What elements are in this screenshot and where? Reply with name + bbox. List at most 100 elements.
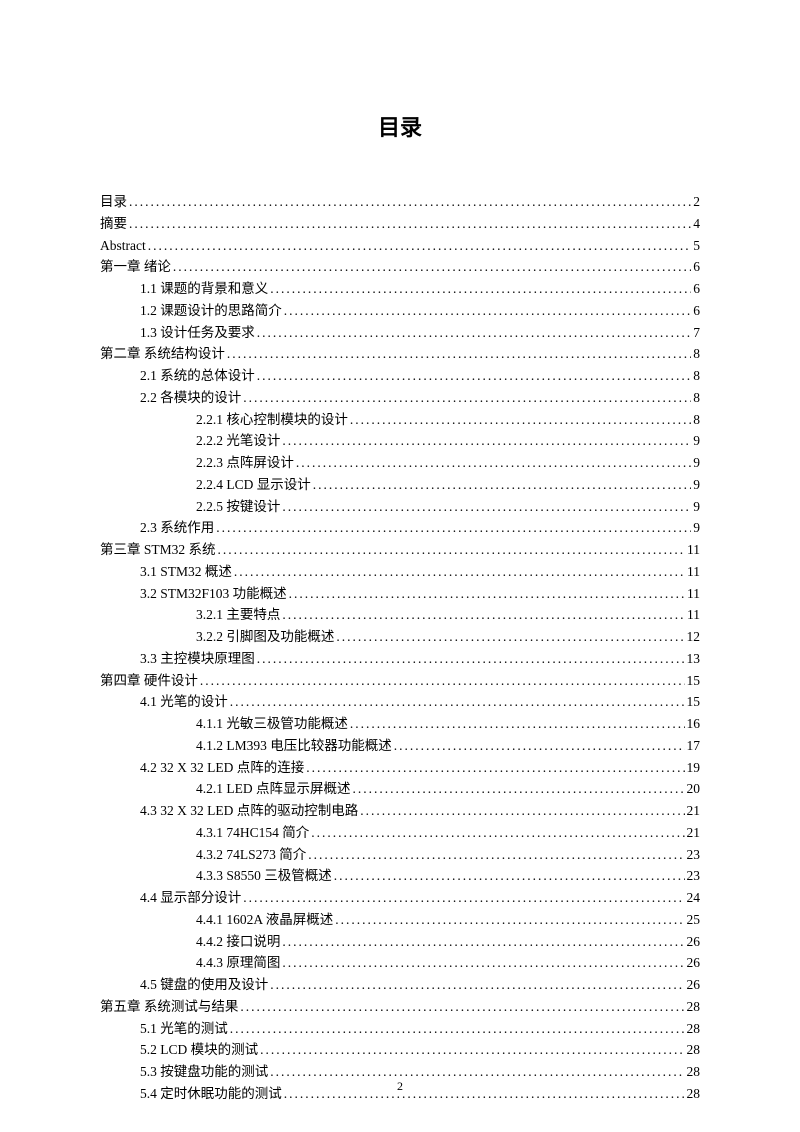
toc-leader-dots xyxy=(260,1040,684,1060)
toc-entry: 目录2 xyxy=(100,192,700,212)
toc-entry-text: 4.2.1 LED 点阵显示屏概述 xyxy=(196,779,351,799)
toc-entry-page: 6 xyxy=(693,279,700,299)
toc-entry: 5.2 LCD 模块的测试28 xyxy=(100,1040,700,1060)
toc-entry-text: 4.4.3 原理简图 xyxy=(196,953,280,973)
toc-entry-text: 第三章 STM32 系统 xyxy=(100,540,216,560)
toc-entry: 2.2.3 点阵屏设计 9 xyxy=(100,453,700,473)
toc-leader-dots xyxy=(336,627,684,647)
toc-entry-page: 19 xyxy=(687,758,701,778)
toc-entry-text: 3.2.1 主要特点 xyxy=(196,605,280,625)
toc-entry-page: 6 xyxy=(693,301,700,321)
toc-title: 目录 xyxy=(100,110,700,142)
toc-entry: Abstract5 xyxy=(100,236,700,256)
toc-entry-page: 8 xyxy=(693,388,700,408)
toc-entry-page: 9 xyxy=(693,518,700,538)
toc-entry-page: 11 xyxy=(687,605,700,625)
toc-entry-page: 15 xyxy=(687,692,701,712)
toc-entry: 4.3.3 S8550 三极管概述23 xyxy=(100,866,700,886)
toc-entry-text: 2.3 系统作用 xyxy=(140,518,214,538)
toc-entry-text: 4.1.2 LM393 电压比较器功能概述 xyxy=(196,736,392,756)
toc-entry: 4.4.2 接口说明26 xyxy=(100,932,700,952)
toc-entry-page: 8 xyxy=(693,344,700,364)
toc-entry-page: 8 xyxy=(693,410,700,430)
toc-entry: 3.2.2 引脚图及功能概述 12 xyxy=(100,627,700,647)
toc-entry: 1.3 设计任务及要求 7 xyxy=(100,323,700,343)
toc-leader-dots xyxy=(216,518,691,538)
toc-leader-dots xyxy=(308,845,684,865)
toc-leader-dots xyxy=(148,236,692,256)
page-number: 2 xyxy=(0,1079,800,1094)
toc-entry: 第二章 系统结构设计 8 xyxy=(100,344,700,364)
toc-entry-page: 6 xyxy=(693,257,700,277)
toc-leader-dots xyxy=(200,671,685,691)
toc-entry: 5.1 光笔的测试28 xyxy=(100,1019,700,1039)
toc-entry-text: 2.2.4 LCD 显示设计 xyxy=(196,475,311,495)
toc-entry: 2.1 系统的总体设计8 xyxy=(100,366,700,386)
toc-entry-text: 3.2.2 引脚图及功能概述 xyxy=(196,627,334,647)
toc-leader-dots xyxy=(243,888,684,908)
toc-leader-dots xyxy=(257,649,685,669)
toc-entry-text: 第二章 系统结构设计 xyxy=(100,344,225,364)
toc-entry: 2.2.5 按键设计9 xyxy=(100,497,700,517)
toc-entry-page: 9 xyxy=(693,431,700,451)
toc-entry-text: 1.1 课题的背景和意义 xyxy=(140,279,268,299)
toc-entry: 4.4 显示部分设计 24 xyxy=(100,888,700,908)
toc-entry: 3.1 STM32 概述11 xyxy=(100,562,700,582)
toc-leader-dots xyxy=(240,997,684,1017)
toc-entry-text: 3.2 STM32F103 功能概述 xyxy=(140,584,287,604)
toc-entry-text: 2.2.1 核心控制模块的设计 xyxy=(196,410,348,430)
toc-entry: 4.4.3 原理简图 26 xyxy=(100,953,700,973)
toc-entry-text: 3.1 STM32 概述 xyxy=(140,562,232,582)
toc-entry-page: 26 xyxy=(687,932,701,952)
toc-leader-dots xyxy=(234,562,685,582)
toc-leader-dots xyxy=(173,257,691,277)
toc-entry-page: 26 xyxy=(687,975,701,995)
toc-entry: 2.3 系统作用 9 xyxy=(100,518,700,538)
toc-entry-page: 15 xyxy=(687,671,701,691)
toc-entry-text: 4.4 显示部分设计 xyxy=(140,888,241,908)
toc-entry-text: 摘要 xyxy=(100,214,127,234)
toc-entry-text: 第四章 硬件设计 xyxy=(100,671,198,691)
toc-entry-page: 7 xyxy=(693,323,700,343)
toc-entry-page: 21 xyxy=(687,823,701,843)
toc-entry-page: 25 xyxy=(687,910,701,930)
toc-entry-text: 4.3.2 74LS273 简介 xyxy=(196,845,306,865)
toc-entry: 1.1 课题的背景和意义 6 xyxy=(100,279,700,299)
toc-entry: 4.1.2 LM393 电压比较器功能概述17 xyxy=(100,736,700,756)
toc-entry-text: 4.3 32 X 32 LED 点阵的驱动控制电路 xyxy=(140,801,358,821)
toc-entry-text: 4.3.1 74HC154 简介 xyxy=(196,823,309,843)
toc-leader-dots xyxy=(394,736,685,756)
toc-entry: 4.1.1 光敏三极管功能概述16 xyxy=(100,714,700,734)
toc-leader-dots xyxy=(353,779,685,799)
toc-entry-page: 21 xyxy=(687,801,701,821)
toc-entry-text: Abstract xyxy=(100,236,146,256)
toc-entry: 4.2.1 LED 点阵显示屏概述20 xyxy=(100,779,700,799)
toc-leader-dots xyxy=(284,301,692,321)
toc-leader-dots xyxy=(289,584,685,604)
toc-entry-text: 4.1 光笔的设计 xyxy=(140,692,228,712)
toc-entry-page: 24 xyxy=(687,888,701,908)
toc-entry-page: 4 xyxy=(693,214,700,234)
toc-entry-text: 1.3 设计任务及要求 xyxy=(140,323,255,343)
toc-entry-page: 9 xyxy=(693,475,700,495)
toc-entry: 2.2.4 LCD 显示设计 9 xyxy=(100,475,700,495)
toc-entry-text: 4.3.3 S8550 三极管概述 xyxy=(196,866,332,886)
toc-leader-dots xyxy=(270,279,691,299)
toc-entry-page: 28 xyxy=(687,997,701,1017)
toc-leader-dots xyxy=(243,388,691,408)
toc-entry-page: 12 xyxy=(687,627,701,647)
toc-leader-dots xyxy=(350,714,685,734)
toc-entry-text: 2.2.2 光笔设计 xyxy=(196,431,280,451)
toc-leader-dots xyxy=(230,1019,685,1039)
toc-entry-page: 9 xyxy=(693,453,700,473)
toc-entry: 3.2 STM32F103 功能概述 11 xyxy=(100,584,700,604)
toc-leader-dots xyxy=(306,758,684,778)
toc-entry-text: 2.2.3 点阵屏设计 xyxy=(196,453,294,473)
toc-entry: 3.3 主控模块原理图13 xyxy=(100,649,700,669)
toc-entry: 1.2 课题设计的思路简介6 xyxy=(100,301,700,321)
toc-entry-page: 11 xyxy=(687,584,700,604)
toc-entry-page: 26 xyxy=(687,953,701,973)
toc-entry-text: 4.1.1 光敏三极管功能概述 xyxy=(196,714,348,734)
toc-leader-dots xyxy=(129,192,691,212)
toc-entry: 4.3 32 X 32 LED 点阵的驱动控制电路 21 xyxy=(100,801,700,821)
